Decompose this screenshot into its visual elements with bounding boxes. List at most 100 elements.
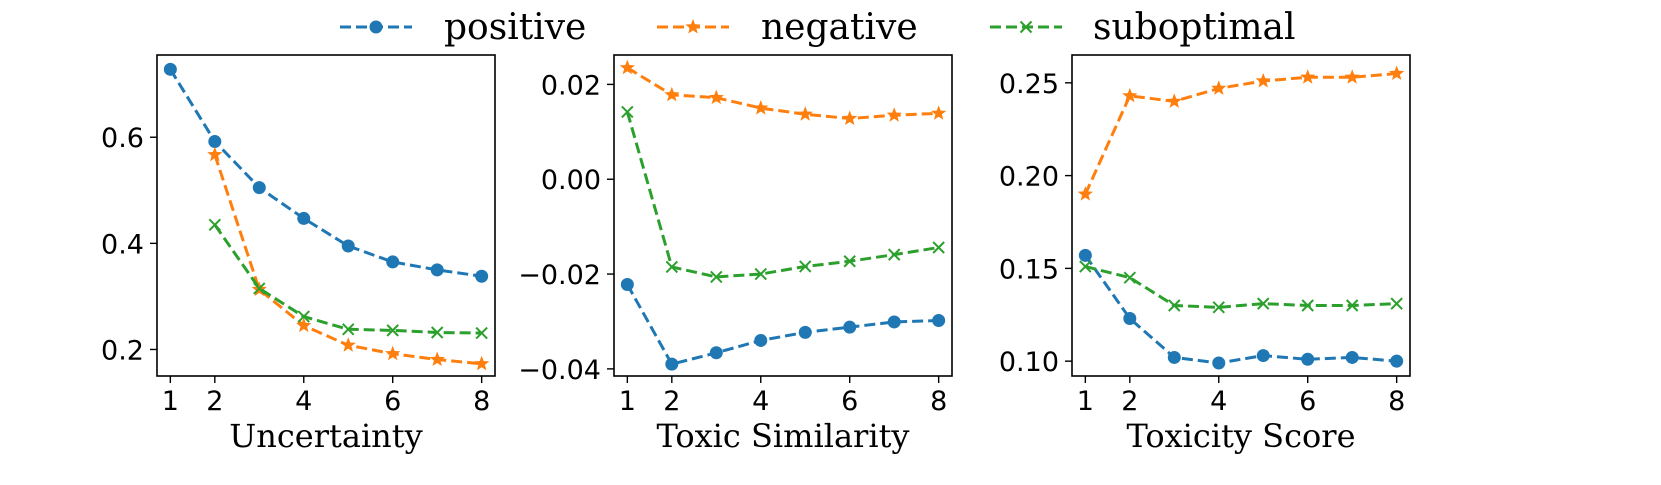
data-point-positive: [620, 277, 634, 291]
data-point-negative: [708, 89, 724, 105]
data-point-negative: [797, 106, 813, 121]
x-tick-label: 8: [930, 386, 947, 417]
x-tick-label: 1: [162, 386, 179, 417]
data-point-suboptimal: [1168, 299, 1181, 312]
data-point-negative: [385, 345, 401, 361]
data-point-suboptimal: [1123, 271, 1137, 284]
data-point-positive: [665, 357, 679, 371]
data-point-negative: [474, 355, 490, 371]
data-point-negative: [931, 105, 947, 120]
y-tick-label: −0.02: [518, 260, 601, 291]
data-point-suboptimal: [1301, 299, 1314, 312]
series-positive: [163, 62, 489, 283]
data-point-suboptimal: [799, 260, 812, 273]
x-tick-label: 8: [473, 386, 490, 417]
y-tick-label: 0.02: [541, 70, 601, 101]
data-point-negative: [753, 100, 769, 115]
series-line-suboptimal: [625, 111, 939, 279]
data-point-suboptimal: [475, 326, 488, 340]
x-tick-label: 1: [619, 386, 636, 417]
y-tick-label: 0.2: [101, 335, 144, 366]
series-suboptimal: [1079, 260, 1403, 314]
data-point-negative: [340, 337, 356, 352]
data-point-negative: [1211, 80, 1227, 95]
data-point-negative: [296, 317, 312, 333]
plot-frame: [156, 54, 496, 377]
data-point-positive: [1390, 354, 1404, 368]
data-point-negative: [1300, 69, 1316, 84]
data-point-positive: [1078, 248, 1092, 262]
data-point-positive: [843, 320, 857, 334]
series-negative: [1077, 65, 1405, 201]
series-line-positive: [626, 283, 939, 366]
data-point-negative: [1389, 65, 1405, 81]
data-point-positive: [1212, 356, 1226, 370]
data-point-suboptimal: [386, 324, 399, 337]
series-line-negative: [1083, 72, 1397, 195]
x-axis-label: Toxicity Score: [1126, 417, 1355, 455]
y-tick-label: 0.20: [999, 162, 1059, 193]
series-line-positive: [1084, 254, 1397, 365]
data-point-positive: [709, 346, 723, 360]
data-point-positive: [932, 314, 946, 328]
x-tick-label: 2: [1121, 386, 1138, 417]
data-point-positive: [208, 134, 222, 148]
x-tick-label: 6: [841, 386, 858, 417]
plot-frame: [613, 54, 953, 377]
data-point-suboptimal: [1079, 260, 1092, 273]
data-point-negative: [842, 110, 858, 126]
series-suboptimal: [621, 105, 945, 284]
data-point-suboptimal: [430, 326, 444, 339]
data-point-suboptimal: [342, 323, 355, 336]
legend-entry-positive: positive: [340, 7, 586, 48]
legend-label: positive: [444, 7, 586, 48]
data-point-suboptimal: [843, 255, 856, 268]
data-point-suboptimal: [1345, 299, 1359, 312]
chart-panel-2: 1 2 4 6 8 −0.04 −0.02 0.00 0.02 Toxic Similarity: [518, 54, 953, 455]
data-point-negative: [429, 351, 445, 367]
data-point-negative: [1344, 69, 1360, 84]
data-point-suboptimal: [297, 310, 310, 323]
chart-panel-1: 1 2 4 6 8 0.2 0.4 0.6 Uncertainty: [101, 54, 496, 455]
series-line-positive: [169, 68, 482, 278]
data-point-positive: [1345, 350, 1359, 364]
data-point-negative: [1166, 93, 1182, 108]
data-point-positive: [754, 333, 768, 347]
data-point-negative: [886, 107, 902, 122]
data-point-suboptimal: [932, 241, 945, 254]
data-point-positive: [1301, 352, 1315, 366]
y-tick-label: 0.00: [541, 165, 601, 196]
y-tick-label: −0.04: [518, 355, 601, 386]
data-point-negative: [207, 146, 223, 162]
legend-marker: [1019, 20, 1033, 34]
series-negative: [207, 146, 490, 371]
legend-label: suboptimal: [1093, 7, 1296, 48]
x-tick-label: 6: [1299, 386, 1316, 417]
data-point-suboptimal: [754, 267, 767, 281]
data-point-positive: [798, 325, 812, 339]
data-point-positive: [887, 315, 901, 329]
chart-panel-3: 1 2 4 6 8 0.10 0.15 0.20 0.25 Toxicity Score: [999, 54, 1411, 455]
y-tick-label: 0.10: [999, 347, 1059, 378]
data-point-positive: [297, 211, 311, 225]
data-point-suboptimal: [1390, 297, 1403, 310]
x-tick-label: 2: [206, 386, 223, 417]
x-tick-label: 1: [1077, 386, 1094, 417]
data-point-suboptimal: [253, 282, 266, 295]
x-tick-label: 4: [1210, 386, 1227, 417]
series-line-negative: [626, 66, 939, 121]
legend-marker: [369, 20, 383, 34]
data-point-negative: [1077, 186, 1093, 201]
legend-entry-negative: negative: [657, 7, 918, 48]
legend-marker: [685, 19, 701, 34]
y-tick-label: 0.4: [101, 229, 144, 260]
x-tick-label: 4: [752, 386, 769, 417]
data-point-suboptimal: [621, 105, 634, 119]
data-point-suboptimal: [1257, 297, 1270, 310]
x-axis-label: Uncertainty: [229, 417, 422, 455]
legend-entry-suboptimal: suboptimal: [990, 7, 1296, 48]
series-positive: [620, 277, 946, 371]
x-tick-label: 8: [1388, 386, 1405, 417]
